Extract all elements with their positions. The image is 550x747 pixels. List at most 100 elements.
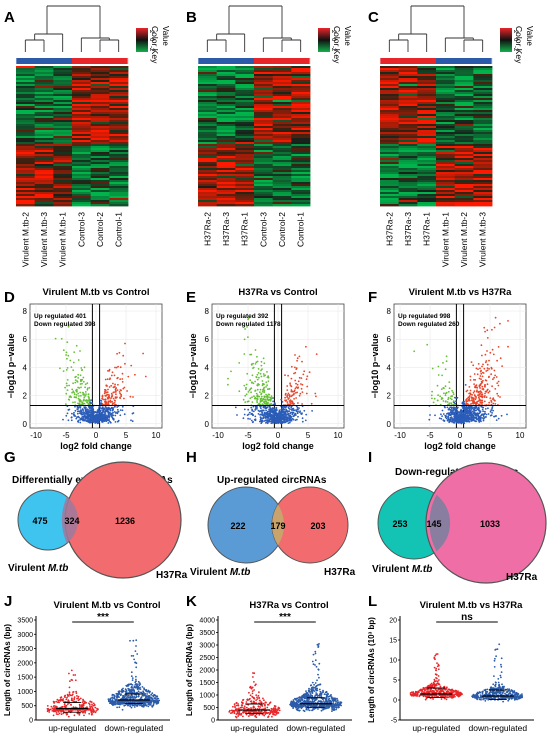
heatmap-cell (16, 204, 36, 207)
volcano-point (490, 399, 493, 402)
heatmap-cell (272, 136, 292, 139)
volcano-point (65, 369, 68, 371)
plot-frame (29, 303, 163, 429)
volcano-point (81, 378, 83, 381)
heatmap-cell (16, 172, 36, 175)
heatmap-cell (235, 200, 255, 203)
volcano-point (65, 382, 68, 385)
heatmap-cell (473, 198, 493, 201)
volcano-point (77, 359, 80, 361)
heatmap-cell (216, 70, 236, 73)
heatmap-cell (34, 202, 54, 205)
panel-letter-h: H (186, 449, 197, 466)
dot-point (133, 695, 136, 698)
volcano-point (66, 389, 69, 391)
heatmap-cell (235, 162, 255, 165)
volcano-point (227, 377, 229, 380)
volcano-point (114, 414, 117, 417)
heatmap-cell (380, 148, 400, 151)
heatmap-cell (272, 164, 292, 167)
heatmap-cell (436, 146, 456, 149)
dot-point (157, 700, 160, 702)
heatmap-cell (417, 74, 437, 77)
heatmap-cell (398, 66, 418, 69)
heatmap-cell (291, 172, 311, 175)
volcano-point (76, 408, 79, 411)
heatmap-cell (398, 178, 418, 181)
volcano-point (260, 417, 262, 420)
volcano-point (431, 390, 433, 393)
heatmap-cell (454, 188, 474, 191)
volcano-point (491, 406, 494, 409)
heatmap-cell (417, 160, 437, 163)
venn-overlap-count: 145 (426, 519, 441, 529)
heatmap-cell (53, 104, 73, 107)
heatmap-cell (291, 164, 311, 167)
dot-point (70, 704, 72, 706)
group-bar-segment (291, 58, 311, 64)
volcano-point (248, 411, 251, 414)
volcano-point (256, 355, 258, 358)
color-key-sub: Value (525, 26, 534, 46)
heatmap-cell (291, 140, 311, 143)
heatmap-cell (454, 88, 474, 91)
heatmap-cell (454, 92, 474, 95)
y-tick: 6 (205, 335, 210, 344)
color-key: Color Key Value 2 0 -2 (136, 26, 170, 64)
heatmap-cell (16, 144, 36, 147)
volcano-point (283, 406, 286, 408)
heatmap-cell (235, 140, 255, 143)
heatmap-cell (216, 196, 236, 199)
heatmap-cell (454, 104, 474, 107)
heatmap-cell (254, 178, 274, 181)
heatmap-cell (454, 190, 474, 193)
heatmap-cell (473, 122, 493, 125)
heatmap-cell (90, 144, 110, 147)
dot-point (78, 714, 81, 716)
volcano-point (311, 410, 313, 412)
volcano-point (256, 388, 259, 391)
dot-point (75, 690, 77, 693)
volcano-point (267, 414, 270, 416)
volcano-point (251, 409, 254, 412)
dot-point (93, 710, 96, 712)
heatmap-cell (198, 108, 218, 111)
heatmap-cell (380, 76, 400, 79)
sample-label: Control-2 (95, 212, 105, 247)
color-key-title: Color Key (332, 26, 342, 64)
dot-point (142, 690, 145, 693)
volcano-point (490, 409, 493, 411)
volcano-point (66, 379, 69, 381)
group-bar-segment (16, 58, 35, 64)
volcano-point (469, 409, 472, 412)
heatmap-cell (235, 182, 255, 185)
volcano-point (290, 385, 293, 388)
dot-point (131, 679, 134, 681)
dot-point (146, 690, 149, 693)
heatmap-cell (272, 102, 292, 105)
volcano-point (441, 397, 444, 400)
heatmap-cell (272, 94, 292, 97)
dot-point (73, 697, 76, 700)
heatmap-cell (216, 112, 236, 115)
volcano-point (292, 418, 295, 421)
heatmap-cell (436, 184, 456, 187)
heatmap-cell (254, 102, 274, 105)
volcano-point (284, 394, 287, 396)
heatmap-cell (34, 204, 54, 207)
heatmap-cell (109, 86, 129, 89)
volcano-point (261, 390, 264, 393)
heatmap-cell (398, 188, 418, 191)
heatmap-cell (72, 196, 92, 199)
heatmap-cell (473, 138, 493, 141)
volcano-point (251, 396, 253, 399)
heatmap-cell (454, 120, 474, 123)
heatmap-cell (198, 170, 218, 173)
volcano-point (268, 405, 270, 408)
volcano-point (100, 412, 103, 415)
x-tick: 10 (516, 431, 525, 440)
dot-point (66, 703, 69, 705)
dot-point (60, 696, 63, 699)
volcano-point (117, 383, 119, 386)
volcano-point (495, 376, 498, 378)
